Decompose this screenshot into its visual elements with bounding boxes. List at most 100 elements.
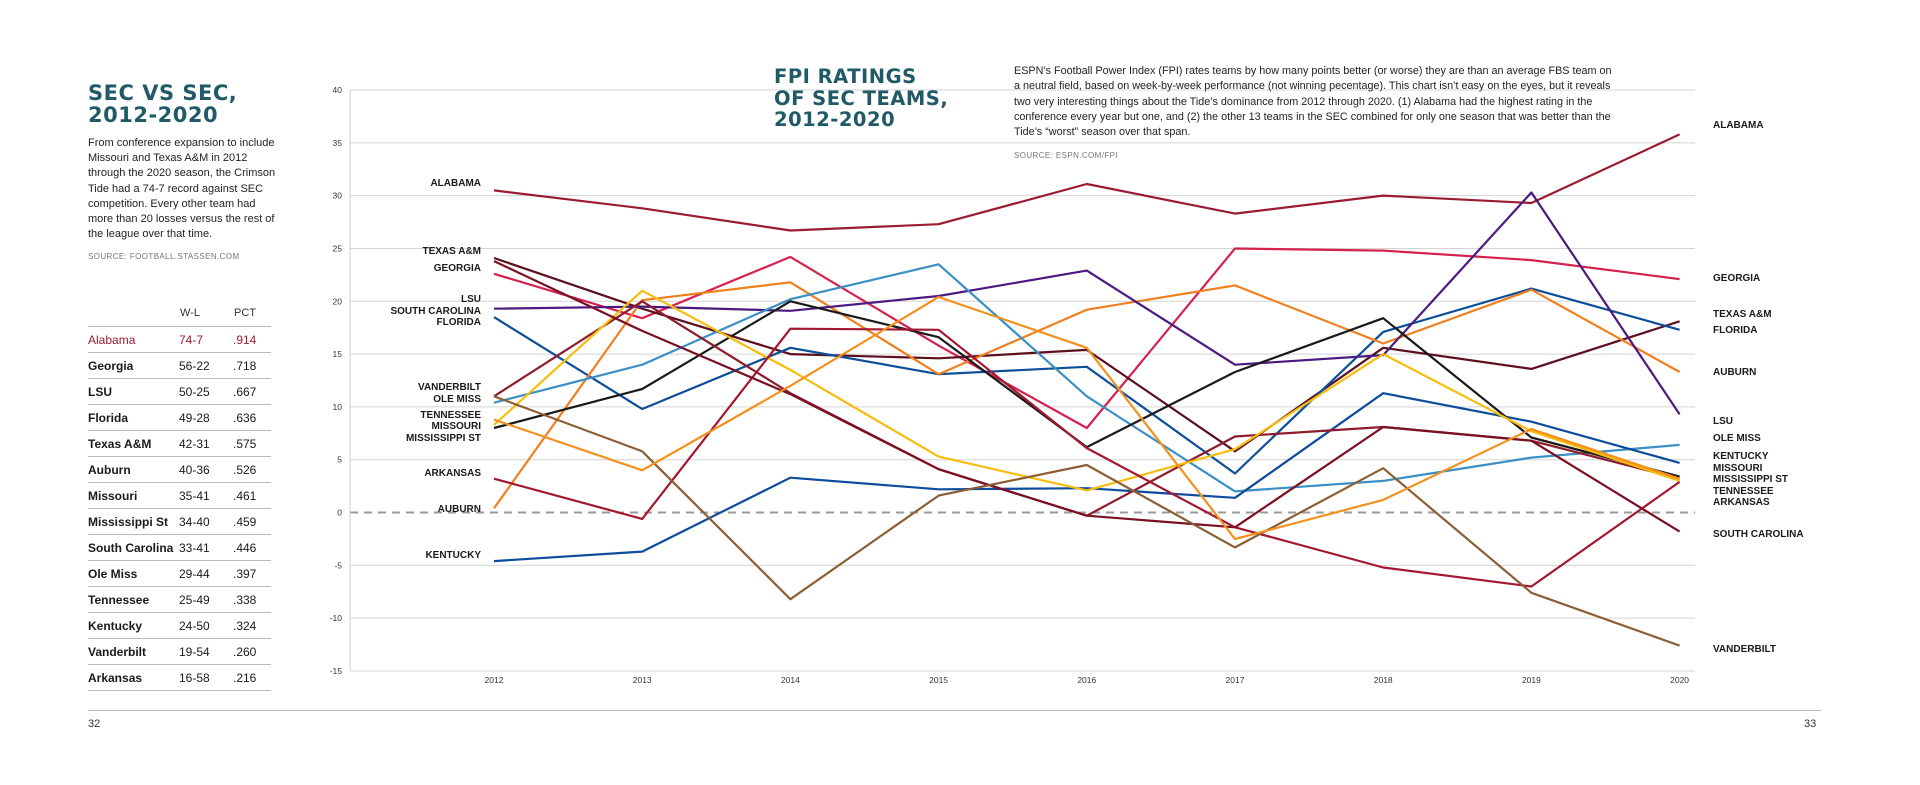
x-tick-label: 2014: [781, 675, 800, 685]
chart-title-line2: OF SEC TEAMS,: [774, 86, 949, 110]
left-team-label: AUBURN: [438, 504, 481, 515]
team-wl: 33-41: [179, 534, 233, 561]
team-pct: .216: [233, 664, 271, 691]
team-wl: 74-7: [179, 326, 233, 353]
left-team-label: TEXAS A&M: [422, 246, 481, 257]
team-wl: 56-22: [179, 352, 233, 379]
chart-source: SOURCE: ESPN.COM/FPI: [1014, 151, 1119, 160]
team-name: Arkansas: [88, 664, 179, 691]
x-tick-label: 2020: [1670, 675, 1689, 685]
left-team-label: MISSOURI: [432, 421, 482, 432]
team-wl: 25-49: [179, 586, 233, 613]
right-team-label: ALABAMA: [1713, 120, 1764, 131]
table-row: LSU 50-25.667: [88, 378, 271, 405]
left-team-label: VANDERBILT: [418, 382, 481, 393]
team-name: Tennessee: [88, 586, 179, 613]
series-line-missouri: [493, 300, 1680, 478]
left-team-label: OLE MISS: [433, 394, 481, 405]
team-pct: .636: [233, 404, 271, 431]
team-pct: .324: [233, 612, 271, 639]
series-line-florida: [493, 287, 1680, 475]
team-pct: .667: [233, 378, 271, 405]
chart-description: ESPN’s Football Power Index (FPI) rates …: [1014, 65, 1612, 139]
series-line-texas-a-m: [493, 256, 1680, 453]
team-wl: 35-41: [179, 482, 233, 509]
series-line-ole-miss: [493, 263, 1680, 493]
record-header-pct: PCT: [234, 307, 256, 319]
table-row: Kentucky 24-50.324: [88, 612, 271, 639]
table-row: Florida 49-28.636: [88, 404, 271, 431]
team-wl: 50-25: [179, 378, 233, 405]
y-tick-label: 20: [333, 296, 343, 306]
team-name: LSU: [88, 378, 179, 405]
sidebar-source: SOURCE: FOOTBALL.STASSEN.COM: [88, 252, 240, 262]
table-row: Mississippi St 34-40.459: [88, 508, 271, 535]
team-name: Alabama: [88, 326, 179, 353]
table-row: Georgia 56-22.718: [88, 352, 271, 379]
y-tick-label: 25: [333, 243, 343, 253]
right-team-label: TENNESSEE: [1713, 486, 1774, 497]
left-team-label: FLORIDA: [437, 317, 481, 328]
team-name: Texas A&M: [88, 430, 179, 457]
footer-divider: [88, 710, 1821, 711]
left-team-label: GEORGIA: [434, 263, 481, 274]
y-tick-label: -10: [330, 613, 343, 623]
team-wl: 16-58: [179, 664, 233, 691]
series-line-alabama: [493, 133, 1681, 232]
series-line-mississippi-st: [493, 300, 1680, 517]
right-team-label: GEORGIA: [1713, 273, 1760, 284]
x-tick-label: 2019: [1522, 675, 1541, 685]
right-team-label: AUBURN: [1713, 367, 1756, 378]
series-line-arkansas: [493, 327, 1681, 588]
left-team-label: ARKANSAS: [424, 468, 481, 479]
team-name: Georgia: [88, 352, 179, 379]
sidebar-title-line1: SEC VS SEC,: [88, 81, 238, 105]
series-line-kentucky: [493, 392, 1680, 563]
team-name: Missouri: [88, 482, 179, 509]
chart-title-line1: FPI RATINGS: [774, 65, 917, 88]
series-line-georgia: [493, 247, 1680, 430]
team-name: South Carolina: [88, 534, 179, 561]
right-team-label: MISSISSIPPI ST: [1713, 474, 1788, 485]
team-wl: 34-40: [179, 508, 233, 535]
table-row: Auburn 40-36.526: [88, 456, 271, 483]
right-team-label: MISSOURI: [1713, 463, 1763, 474]
y-tick-label: 40: [333, 85, 343, 95]
team-wl: 29-44: [179, 560, 233, 587]
team-wl: 49-28: [179, 404, 233, 431]
team-name: Mississippi St: [88, 508, 179, 535]
series-line-south-carolina: [493, 260, 1681, 533]
right-team-label: VANDERBILT: [1713, 644, 1776, 655]
y-tick-label: 15: [333, 349, 343, 359]
right-team-label: KENTUCKY: [1713, 451, 1769, 462]
sidebar-title: SEC VS SEC, 2012-2020: [88, 82, 276, 126]
table-row: Tennessee 25-49.338: [88, 586, 271, 613]
series-line-auburn: [493, 281, 1681, 509]
team-pct: .914: [233, 326, 271, 353]
y-tick-label: 5: [337, 455, 342, 465]
chart-title: FPI RATINGS OF SEC TEAMS, 2012-2020: [774, 66, 948, 131]
series-line-unlabeled: [493, 295, 1680, 541]
table-row: South Carolina 33-41.446: [88, 534, 271, 561]
team-pct: .260: [233, 638, 271, 665]
y-tick-label: 0: [337, 508, 342, 518]
left-team-label: TENNESSEE: [420, 410, 481, 421]
series-line-vanderbilt: [493, 395, 1680, 647]
record-header-wl: W-L: [180, 307, 200, 319]
chart-title-line3: 2012-2020: [774, 108, 896, 131]
team-pct: .718: [233, 352, 271, 379]
team-pct: .575: [233, 430, 271, 457]
table-row: Ole Miss 29-44.397: [88, 560, 271, 587]
left-team-label: KENTUCKY: [425, 550, 481, 561]
right-team-label: LSU: [1713, 416, 1733, 427]
y-tick-label: 10: [333, 402, 343, 412]
x-tick-label: 2018: [1374, 675, 1393, 685]
sidebar: SEC VS SEC, 2012-2020 From conference ex…: [88, 82, 276, 261]
x-tick-label: 2012: [485, 675, 504, 685]
team-wl: 40-36: [179, 456, 233, 483]
right-team-label: ARKANSAS: [1713, 497, 1770, 508]
y-tick-label: 30: [333, 191, 343, 201]
series-line-tennessee: [493, 289, 1680, 492]
table-row: Texas A&M 42-31.575: [88, 430, 271, 457]
table-row: Missouri 35-41.461: [88, 482, 271, 509]
